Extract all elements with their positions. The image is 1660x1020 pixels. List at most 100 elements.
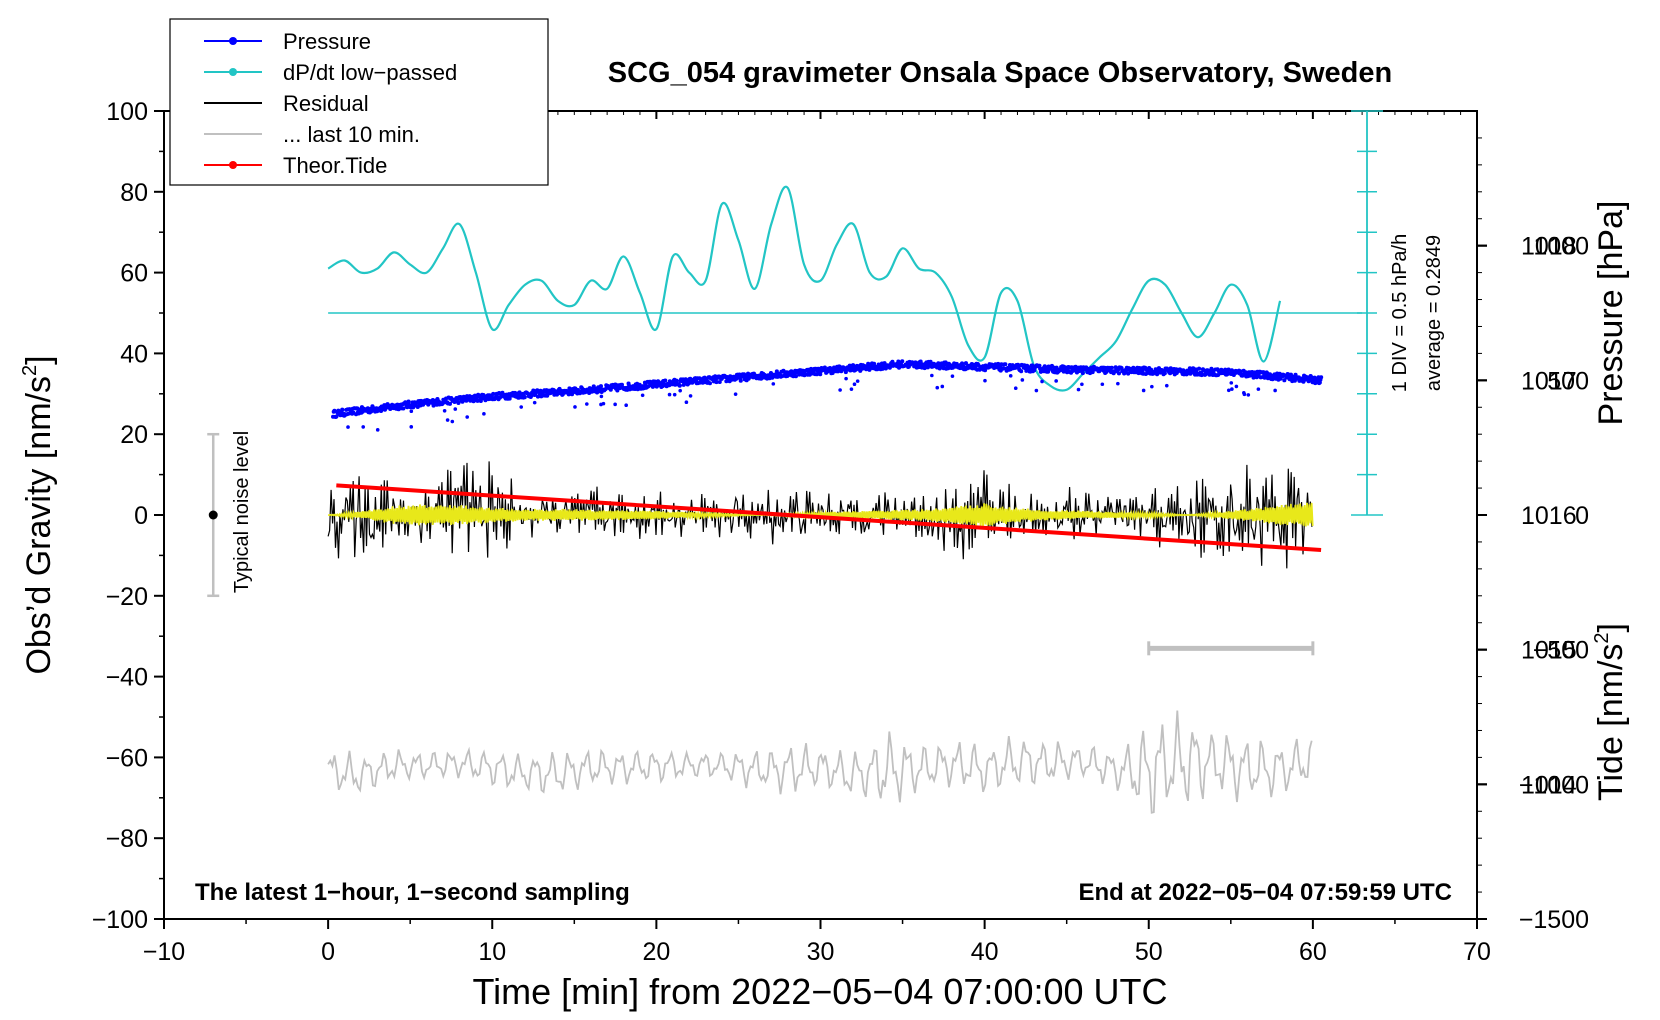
chart-title: SCG_054 gravimeter Onsala Space Observat… bbox=[608, 57, 1392, 89]
x-tick-label: 30 bbox=[807, 938, 835, 966]
x-tick-label: 40 bbox=[971, 938, 999, 966]
pressure-outlier bbox=[482, 412, 486, 416]
pressure-outlier bbox=[1116, 381, 1120, 386]
legend-label: Pressure bbox=[283, 29, 371, 54]
legend-label: ... last 10 min. bbox=[283, 122, 420, 147]
x-tick-label: 20 bbox=[642, 938, 670, 966]
y-tick-label: −80 bbox=[106, 825, 148, 853]
pressure-outlier bbox=[950, 374, 955, 378]
pressure-outlier bbox=[613, 402, 617, 407]
pressure-outlier bbox=[1273, 388, 1277, 393]
typical-noise-label: Typical noise level bbox=[231, 431, 253, 593]
pressure-outlier bbox=[573, 405, 577, 409]
pressure-outlier bbox=[346, 425, 350, 429]
pressure-outlier bbox=[1034, 388, 1039, 393]
pressure-outlier bbox=[678, 388, 682, 393]
y-axis-label-tide-sup: 2 bbox=[1591, 632, 1613, 643]
legend-marker bbox=[229, 68, 237, 76]
pressure-outlier bbox=[1080, 382, 1084, 387]
pressure-outlier bbox=[667, 392, 672, 397]
y-axis-label-gravity-sup: 2 bbox=[19, 365, 41, 376]
dpdt-scale-label: 1 DIV = 0.5 hPa/h bbox=[1389, 234, 1411, 392]
y-axis-tide: −1500 −1000 −500 0 500 1000 bbox=[1477, 233, 1589, 934]
legend-label: Residual bbox=[283, 91, 369, 116]
pressure-outlier bbox=[1234, 384, 1239, 389]
pressure-outlier bbox=[1229, 381, 1234, 385]
y-axis-label-tide: Tide [nm/s2] bbox=[1591, 623, 1630, 801]
pressure-outlier bbox=[1246, 393, 1251, 397]
x-tick-label: 0 bbox=[321, 938, 335, 966]
typical-noise-bar bbox=[207, 432, 220, 598]
y-axis-label-pressure: Pressure [hPa] bbox=[1592, 201, 1630, 426]
pressure-outlier bbox=[672, 392, 677, 397]
pressure-outlier bbox=[375, 428, 380, 432]
pressure-outlier bbox=[1076, 387, 1081, 392]
pressure-outlier bbox=[585, 402, 589, 406]
tide-tick-label: 0 bbox=[1575, 502, 1589, 530]
pressure-outlier bbox=[935, 385, 940, 390]
x-axis-label: Time [min] from 2022−05−04 07:00:00 UTC bbox=[472, 971, 1167, 1012]
pressure-outlier bbox=[1008, 374, 1013, 378]
pressure-trace bbox=[331, 359, 1324, 419]
y-axis-label-gravity-end: ] bbox=[20, 355, 58, 364]
y-axis-gravity: −100 −80 −60 −40 −20 0 20 40 60 80 100 bbox=[92, 98, 164, 934]
pressure-outlier bbox=[1040, 379, 1044, 384]
pressure-outlier bbox=[1054, 379, 1058, 383]
y-tick-label: −40 bbox=[106, 664, 148, 692]
legend-marker bbox=[229, 161, 237, 169]
pressure-outlier bbox=[855, 379, 860, 383]
pressure-outlier bbox=[852, 382, 857, 386]
pressure-outlier bbox=[930, 373, 934, 378]
series-residual bbox=[327, 461, 1313, 569]
pressure-outlier bbox=[688, 394, 693, 398]
pressure-outlier bbox=[1150, 384, 1154, 389]
y-tick-label: −100 bbox=[92, 906, 148, 934]
y-tick-label: 20 bbox=[120, 421, 148, 449]
tide-tick-label: −1000 bbox=[1519, 771, 1589, 799]
annotation-latest-hour: The latest 1−hour, 1−second sampling bbox=[195, 879, 630, 906]
x-tick-label: −10 bbox=[143, 938, 185, 966]
tide-tick-label: −1500 bbox=[1519, 906, 1589, 934]
pressure-outlier bbox=[1226, 388, 1231, 393]
pressure-tick-label: 1017 bbox=[1521, 367, 1577, 395]
legend-label: Theor.Tide bbox=[283, 153, 387, 178]
pressure-tick-label: 1015 bbox=[1521, 637, 1577, 665]
noise-bar-center bbox=[208, 510, 218, 520]
pressure-outlier bbox=[983, 378, 987, 383]
pressure-outlier bbox=[844, 376, 848, 381]
x-tick-label: 50 bbox=[1135, 938, 1163, 966]
x-axis: −10 0 10 20 30 40 50 60 70 bbox=[143, 111, 1491, 966]
pressure-tick-label: 1014 bbox=[1521, 771, 1577, 799]
y-axis-label-tide-main: Tide [nm/s bbox=[1592, 644, 1630, 801]
pressure-outlier bbox=[940, 384, 945, 389]
y-axis-label-gravity-main: Obs’d Gravity [nm/s bbox=[20, 376, 58, 675]
dpdt-average-label: average = 0.2849 bbox=[1423, 235, 1445, 391]
pressure-tick-label: 1018 bbox=[1521, 233, 1577, 261]
tide-line bbox=[336, 483, 1322, 553]
pressure-outlier bbox=[1013, 386, 1018, 391]
tide-tick-label: −500 bbox=[1533, 637, 1589, 665]
legend: Pressure dP/dt low−passed Residual ... last… bbox=[169, 18, 549, 186]
pressure-outlier bbox=[1100, 382, 1105, 387]
y-axis-label-gravity: Obs’d Gravity [nm/s2] bbox=[19, 355, 58, 674]
dpdt-curve bbox=[327, 185, 1282, 392]
pressure-outlier bbox=[771, 382, 776, 386]
pressure-outlier bbox=[409, 425, 414, 429]
residual-trace bbox=[327, 461, 1313, 569]
pressure-outlier bbox=[601, 401, 606, 406]
pressure-outlier bbox=[684, 400, 689, 405]
y-tick-label: 0 bbox=[134, 502, 148, 530]
legend-marker bbox=[229, 37, 237, 45]
x-tick-label: 10 bbox=[478, 938, 506, 966]
pressure-outlier bbox=[624, 403, 628, 408]
pressure-tick-label: 1016 bbox=[1521, 502, 1577, 530]
pressure-outlier bbox=[450, 419, 455, 424]
pressure-outlier bbox=[1242, 392, 1247, 397]
pressure-outlier bbox=[838, 388, 842, 392]
pressure-outlier bbox=[465, 415, 469, 419]
series-pressure bbox=[331, 359, 1324, 432]
y-tick-label: 80 bbox=[120, 179, 148, 207]
pressure-outlier bbox=[733, 392, 738, 396]
x-tick-label: 60 bbox=[1299, 938, 1327, 966]
